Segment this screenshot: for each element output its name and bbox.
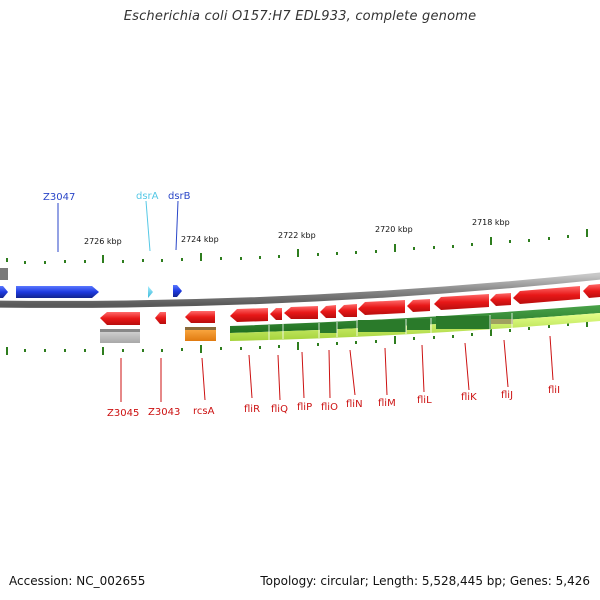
gene-arrow-fliR[interactable] (230, 308, 268, 322)
scale-label-2722: 2722 kbp (278, 231, 316, 240)
label-fliL: fliL (417, 395, 432, 406)
label-fliM: fliM (378, 398, 396, 409)
left-edge-segment (0, 268, 8, 280)
accession-text: Accession: NC_002655 (9, 574, 146, 588)
label-Z3047: Z3047 (43, 192, 75, 203)
scale-label-2718: 2718 kbp (472, 218, 510, 227)
gene-arrow-fliJ[interactable] (490, 293, 511, 306)
label-fliK: fliK (461, 392, 477, 403)
label-fliQ: fliQ (271, 404, 288, 415)
gene-arrow-fliI[interactable] (513, 286, 580, 304)
gene-arrow-fliN[interactable] (338, 304, 357, 317)
gene-arrow-dsrB[interactable] (173, 285, 182, 297)
gene-arrow-dsrA[interactable] (148, 286, 153, 298)
label-fliN: fliN (346, 399, 363, 410)
feature-bands (100, 305, 600, 343)
gene-arrow-fliP[interactable] (284, 306, 318, 319)
gene-arrow-fliO[interactable] (320, 305, 336, 318)
label-fliI: fliI (548, 385, 560, 396)
scale-label-2726: 2726 kbp (84, 237, 122, 246)
reverse-label-texts: Z3045 Z3043 rcsA fliR fliQ fliP fliO fli… (107, 385, 560, 419)
label-fliR: fliR (244, 404, 260, 415)
gene-arrow-Z3043[interactable] (155, 312, 166, 324)
gene-arrow-Z3045[interactable] (100, 312, 140, 325)
label-fliP: fliP (297, 402, 312, 413)
gene-arrow-left-edge[interactable] (0, 286, 8, 298)
gene-arrow-Z3047[interactable] (16, 286, 99, 298)
forward-labels: Z3047 dsrA dsrB (43, 191, 191, 252)
genome-backbone (0, 272, 600, 308)
forward-strand (0, 285, 182, 298)
scale-label-2724: 2724 kbp (181, 235, 219, 244)
label-Z3043: Z3043 (148, 407, 180, 418)
gene-arrow-fliQ[interactable] (270, 308, 282, 320)
lower-tick-row (6, 319, 588, 355)
band-grey-Z3045 (100, 329, 140, 343)
map-title: Escherichia coli O157:H7 EDL933, complet… (123, 9, 477, 24)
label-dsrB: dsrB (168, 191, 191, 202)
gene-arrow-fliK[interactable] (434, 294, 489, 310)
reverse-labels (120, 335, 554, 402)
gene-arrow-rcsA[interactable] (185, 311, 215, 323)
label-dsrA: dsrA (136, 191, 159, 202)
reverse-strand (100, 284, 600, 325)
label-fliO: fliO (321, 402, 338, 413)
scale-label-2720: 2720 kbp (375, 225, 413, 234)
gene-arrow-fliM[interactable] (358, 300, 405, 315)
upper-tick-row (6, 229, 588, 264)
label-Z3045: Z3045 (107, 408, 139, 419)
band-orange-rcsA (185, 327, 216, 341)
label-rcsA: rcsA (193, 406, 215, 417)
gene-arrow-fliL[interactable] (407, 299, 430, 312)
gene-arrow-right-edge[interactable] (583, 284, 600, 298)
label-fliJ: fliJ (501, 390, 513, 401)
topology-stats-text: Topology: circular; Length: 5,528,445 bp… (260, 574, 590, 588)
